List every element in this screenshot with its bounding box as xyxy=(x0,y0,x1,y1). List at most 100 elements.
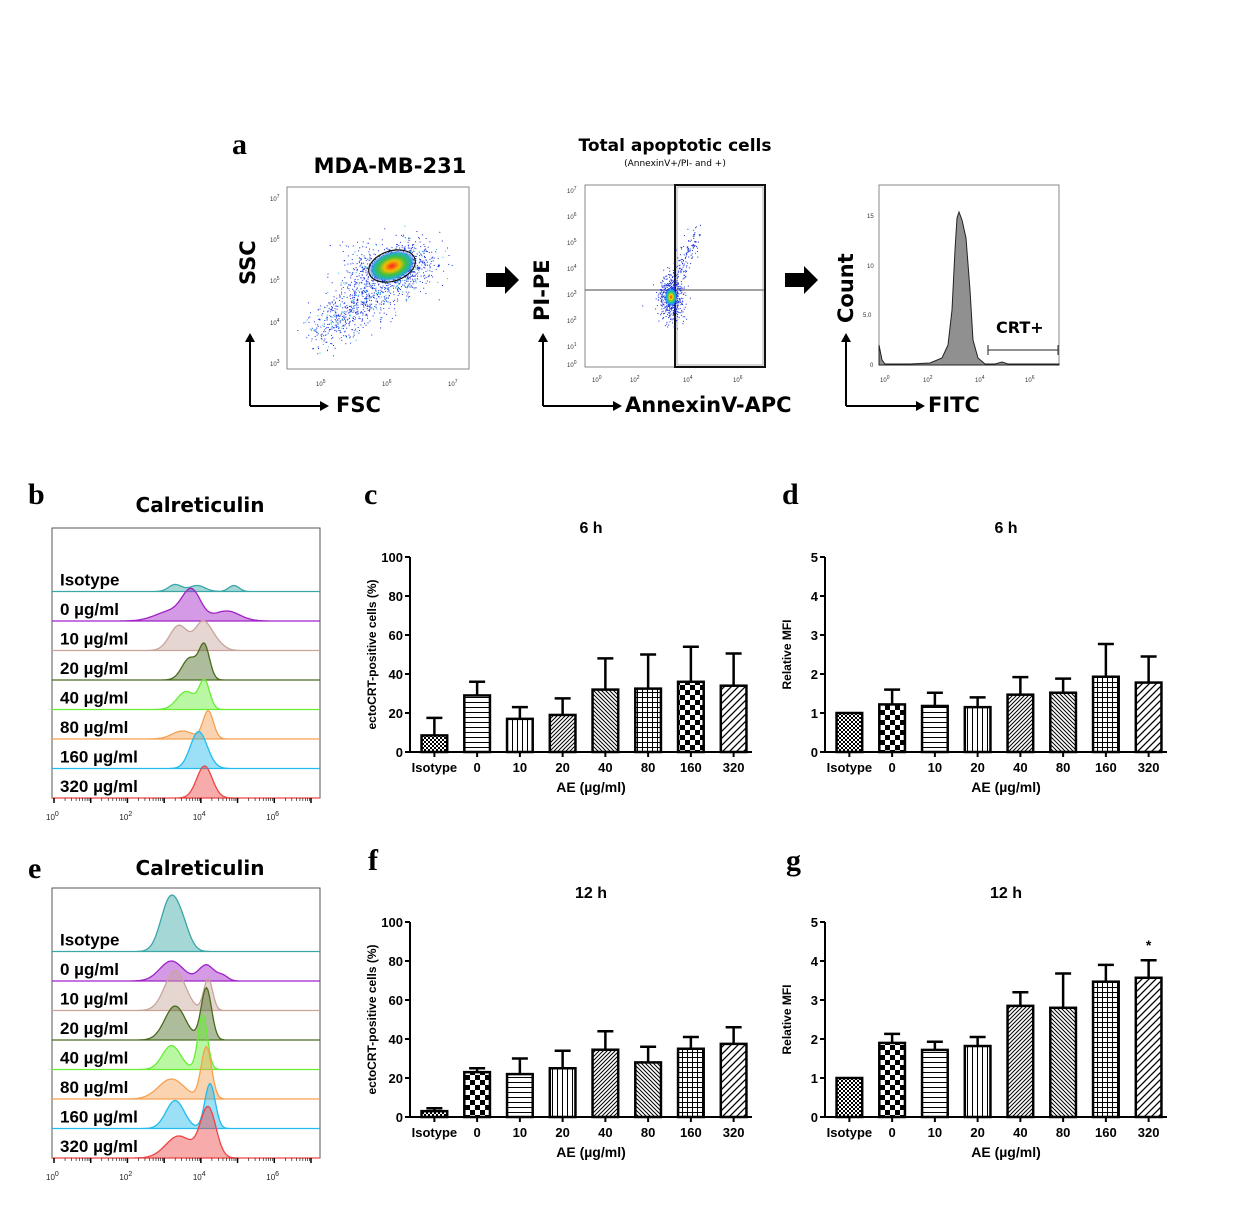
arrow-head-icon xyxy=(320,401,329,411)
x-tick-label: 80 xyxy=(641,760,655,775)
x-tick-label: 20 xyxy=(555,760,569,775)
chart-d: 6 h 0 1 2 3 4 5 Relative MFI Isotype 0 10 20 40 80 160… xyxy=(780,520,1167,795)
bar-320 xyxy=(719,684,748,754)
arrow-head-icon xyxy=(538,333,548,342)
overlay-row-label: 80 µg/ml xyxy=(60,1078,128,1097)
overlay-xtick-label: 106 xyxy=(266,1171,279,1182)
histogram-ylabel: Count xyxy=(834,253,858,323)
x-tick-label: 40 xyxy=(1013,1125,1027,1140)
y-axis-label: ectoCRT-positive cells (%) xyxy=(365,944,379,1094)
bar-0 xyxy=(878,1041,907,1119)
chart-title: 12 h xyxy=(575,885,607,902)
bar-10 xyxy=(505,1072,534,1119)
x-tick-label: 20 xyxy=(970,1125,984,1140)
y-tick-label: 2 xyxy=(811,1032,818,1047)
y-tick-label: 2 xyxy=(811,667,818,682)
bar-40 xyxy=(591,688,620,754)
overlay-xtick-label: 100 xyxy=(46,811,59,822)
scatter2-ytick: 107 xyxy=(567,186,577,195)
overlay-row-label: 320 µg/ml xyxy=(60,1137,138,1156)
arrow-head-icon xyxy=(245,333,255,342)
y-tick-label: 60 xyxy=(389,628,403,643)
y-tick-label: 5 xyxy=(811,915,818,930)
scatter1-xtick: 106 xyxy=(382,379,392,388)
overlay-row-label: 160 µg/ml xyxy=(60,1108,138,1127)
y-axis-label: Relative MFI xyxy=(780,619,794,689)
bar-10 xyxy=(505,717,534,754)
scatter2-ytick: 102 xyxy=(567,316,577,325)
scatter2-plot: 107 106 105 104 103 102 101 100 100 102 … xyxy=(538,184,766,411)
scatter2-ytick: 105 xyxy=(567,238,577,247)
scatter2-ylabel: PI-PE xyxy=(530,259,554,321)
histogram-xlabel: FITC xyxy=(928,393,980,417)
bar-160 xyxy=(1091,980,1120,1119)
overlay-row-label: 10 µg/ml xyxy=(60,630,128,649)
y-tick-label: 40 xyxy=(389,667,403,682)
scatter1-density-core xyxy=(369,250,415,282)
x-tick-label: Isotype xyxy=(827,1125,873,1140)
overlay-xtick-label: 104 xyxy=(193,811,206,822)
bar-Isotype xyxy=(835,1076,864,1119)
y-axis-label: ectoCRT-positive cells (%) xyxy=(365,579,379,729)
bar-40 xyxy=(591,1048,620,1119)
histogram-ytick: 15 xyxy=(867,214,874,220)
bar-80 xyxy=(1049,691,1078,754)
x-tick-label: 0 xyxy=(474,1125,481,1140)
scatter2-subtitle: (AnnexinV+/PI- and +) xyxy=(624,159,726,169)
histogram-ytick: 10 xyxy=(867,264,874,270)
x-tick-label: Isotype xyxy=(412,760,458,775)
x-tick-label: 320 xyxy=(723,760,745,775)
bar-0 xyxy=(878,703,907,754)
scatter1-ytick: 103 xyxy=(270,359,280,368)
bar-Isotype xyxy=(420,1109,449,1119)
chart-g: 12 h 0 1 2 3 4 5 Relative MFI Isotype 0 10 20 40 80 16… xyxy=(780,885,1167,1160)
chart-title: 6 h xyxy=(994,520,1017,537)
x-tick-label: 160 xyxy=(1095,760,1117,775)
arrow-head-icon xyxy=(916,401,925,411)
y-tick-label: 0 xyxy=(396,1110,403,1125)
panel-letter-g: g xyxy=(786,844,801,877)
bar-0 xyxy=(463,694,492,754)
y-tick-label: 4 xyxy=(811,589,819,604)
histogram-xtick: 100 xyxy=(880,375,890,384)
arrow-head-icon xyxy=(841,333,851,342)
x-tick-label: 20 xyxy=(970,760,984,775)
scatter2-title: Total apoptotic cells xyxy=(578,136,772,156)
bar-80 xyxy=(1049,1006,1078,1119)
scatter2-xlabel: AnnexinV-APC xyxy=(625,393,792,417)
bar-40 xyxy=(1006,1004,1035,1119)
x-tick-label: 160 xyxy=(680,760,702,775)
overlay-row-label: 80 µg/ml xyxy=(60,718,128,737)
x-tick-label: 10 xyxy=(513,760,527,775)
y-tick-label: 3 xyxy=(811,628,818,643)
y-tick-label: 4 xyxy=(811,954,819,969)
y-tick-label: 3 xyxy=(811,993,818,1008)
scatter2-ytick: 104 xyxy=(567,264,577,273)
scatter1-plot: 107 106 105 104 103 105 106 107 xyxy=(245,186,470,411)
x-tick-label: 80 xyxy=(1056,760,1070,775)
y-tick-label: 60 xyxy=(389,993,403,1008)
histogram-ytick: 5.0 xyxy=(863,313,872,319)
scatter2-xtick: 106 xyxy=(733,375,743,384)
bar-320 xyxy=(1134,976,1163,1119)
overlay-frame xyxy=(51,527,321,799)
bar-10 xyxy=(920,704,949,754)
x-tick-label: 10 xyxy=(928,760,942,775)
scatter2-xtick: 102 xyxy=(630,375,640,384)
scatter1-ytick: 104 xyxy=(270,318,280,327)
right-arrow-icon xyxy=(486,266,519,294)
overlay-row-label: 10 µg/ml xyxy=(60,990,128,1009)
y-tick-label: 1 xyxy=(811,1071,818,1086)
x-tick-label: 20 xyxy=(555,1125,569,1140)
overlay-row-label: 320 µg/ml xyxy=(60,777,138,796)
x-axis-label: AE (µg/ml) xyxy=(971,1144,1041,1160)
x-tick-label: 320 xyxy=(1138,1125,1160,1140)
scatter1-ytick: 107 xyxy=(270,194,280,203)
panel-letter-d: d xyxy=(782,478,799,511)
bar-80 xyxy=(634,1061,663,1119)
bar-160 xyxy=(676,680,705,754)
overlay-xtick-label: 102 xyxy=(119,811,132,822)
scatter2-gate-inner xyxy=(676,186,764,366)
